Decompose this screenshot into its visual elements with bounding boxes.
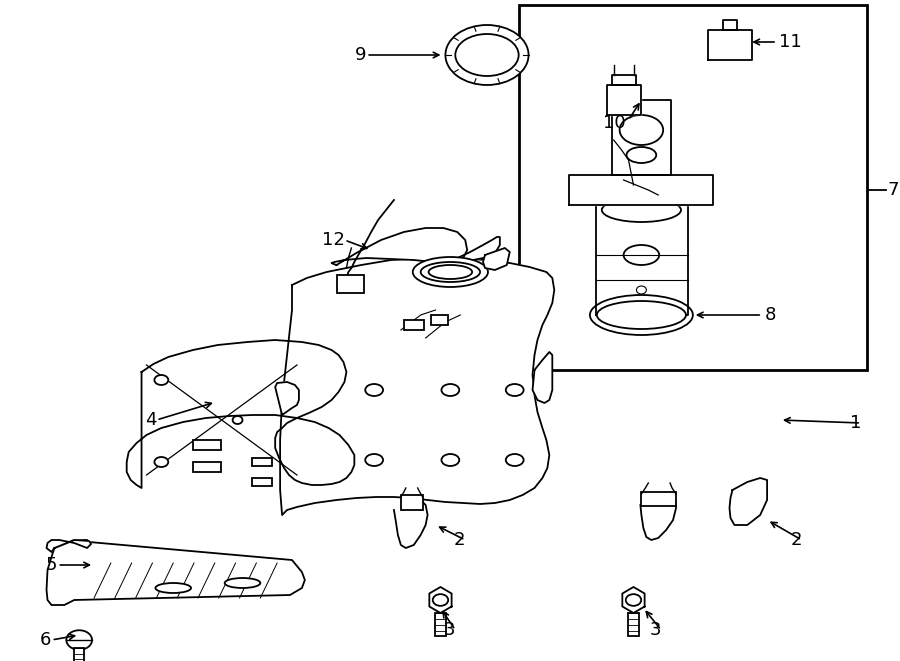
Bar [337,275,365,293]
Bar [642,492,676,506]
Ellipse shape [590,295,693,335]
Ellipse shape [225,578,260,588]
Polygon shape [730,478,767,525]
Polygon shape [127,340,355,488]
Polygon shape [331,228,467,265]
Polygon shape [280,258,554,515]
Polygon shape [47,540,91,552]
Bar [628,613,639,637]
Bar [193,462,220,472]
Text: 6: 6 [40,631,51,649]
Bar [518,5,867,370]
Ellipse shape [446,25,528,85]
Ellipse shape [626,147,656,163]
Bar [74,648,85,661]
Ellipse shape [636,286,646,294]
Ellipse shape [619,115,663,145]
Polygon shape [454,237,500,260]
Ellipse shape [365,384,383,396]
Polygon shape [622,587,644,613]
Text: 5: 5 [46,556,58,574]
Ellipse shape [155,375,168,385]
Text: 2: 2 [454,531,465,549]
Ellipse shape [597,301,686,329]
Text: 12: 12 [321,231,345,249]
Ellipse shape [428,265,472,279]
Ellipse shape [433,594,448,606]
Text: 7: 7 [888,181,899,199]
Bar [436,613,446,637]
Ellipse shape [455,34,518,76]
Bar [252,478,272,486]
Polygon shape [483,248,509,270]
Polygon shape [612,100,671,175]
Ellipse shape [624,245,659,265]
Ellipse shape [626,594,641,606]
Polygon shape [612,75,636,85]
Bar [252,458,272,466]
Ellipse shape [602,198,681,222]
Ellipse shape [413,257,488,287]
Bar [404,320,424,330]
Polygon shape [569,175,713,205]
Ellipse shape [420,262,480,282]
Polygon shape [533,352,553,403]
Text: 11: 11 [779,33,802,51]
Ellipse shape [506,454,524,466]
Text: 9: 9 [355,46,366,64]
Ellipse shape [365,454,383,466]
Polygon shape [47,540,305,605]
Bar [430,315,448,325]
Ellipse shape [442,454,459,466]
Ellipse shape [155,457,168,467]
Polygon shape [707,30,752,60]
Polygon shape [596,200,688,315]
Bar [400,495,423,510]
Text: 4: 4 [145,411,157,429]
Polygon shape [607,85,642,115]
Text: 1: 1 [850,414,861,432]
Polygon shape [275,382,299,415]
Text: 10: 10 [603,114,625,132]
Ellipse shape [506,384,524,396]
Bar [193,440,220,450]
Polygon shape [429,587,452,613]
Ellipse shape [232,416,242,424]
Text: 3: 3 [444,621,455,639]
Polygon shape [723,20,737,30]
Ellipse shape [442,384,459,396]
Ellipse shape [67,630,92,650]
Text: 8: 8 [765,306,777,324]
Text: 3: 3 [650,621,662,639]
Ellipse shape [156,583,191,593]
Text: 2: 2 [790,531,802,549]
